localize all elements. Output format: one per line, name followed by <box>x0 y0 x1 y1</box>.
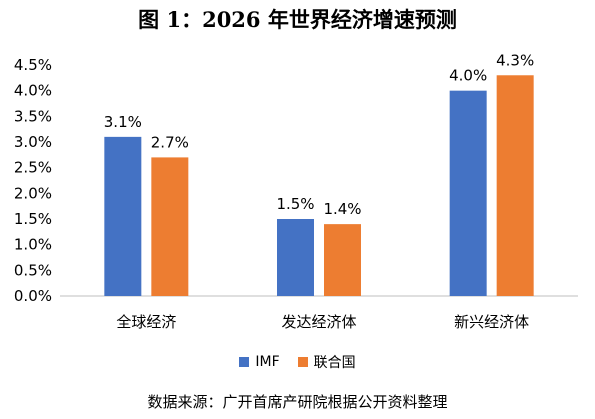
bars <box>104 75 534 297</box>
chart-title: 图 1：2026 年世界经济增速预测 <box>138 7 457 32</box>
source-note: 数据来源：广开首席产研院根据公开资料整理 <box>147 393 448 411</box>
bar-un-1 <box>324 224 361 296</box>
y-tick-label: 1.5% <box>14 210 52 228</box>
legend-swatch-un <box>297 357 308 367</box>
data-labels: 3.1% 2.7% 1.5% 1.4% 4.0% 4.3% <box>104 51 534 218</box>
legend-item-imf: IMF <box>239 354 280 370</box>
y-tick-label: 4.0% <box>14 82 52 100</box>
data-label: 1.4% <box>323 200 361 218</box>
y-tick-label: 2.5% <box>14 159 52 177</box>
x-axis-ticks: 全球经济 发达经济体 新兴经济体 <box>116 313 529 331</box>
bar-imf-2 <box>449 90 487 297</box>
bar-un-2 <box>496 75 534 297</box>
y-tick-label: 1.0% <box>14 236 52 254</box>
x-tick-label: 发达经济体 <box>281 313 356 331</box>
data-label: 4.0% <box>449 67 487 85</box>
data-label: 3.1% <box>104 113 142 131</box>
y-tick-label: 0.5% <box>14 261 52 279</box>
x-tick-label: 新兴经济体 <box>454 313 529 331</box>
data-label: 1.5% <box>276 195 314 213</box>
y-tick-label: 4.5% <box>14 56 52 74</box>
y-tick-label: 2.0% <box>14 184 52 202</box>
x-tick-label: 全球经济 <box>116 313 176 331</box>
y-tick-label: 3.0% <box>14 133 52 151</box>
legend: IMF 联合国 <box>0 352 595 372</box>
y-axis: 0.0% 0.5% 1.0% 1.5% 2.0% 2.5% 3.0% 3.5% 4.0% 4.5% <box>14 56 52 305</box>
bar-imf-0 <box>104 136 142 296</box>
bar-un-0 <box>151 157 189 296</box>
legend-swatch-imf <box>239 357 250 367</box>
legend-item-un: 联合国 <box>297 352 356 372</box>
y-tick-label: 0.0% <box>14 287 52 305</box>
legend-label-imf: IMF <box>255 354 280 370</box>
data-label: 4.3% <box>496 51 534 69</box>
data-label: 2.7% <box>151 133 189 151</box>
y-tick-label: 3.5% <box>14 107 52 125</box>
bar-imf-1 <box>277 219 314 296</box>
legend-label-un: 联合国 <box>313 355 356 371</box>
